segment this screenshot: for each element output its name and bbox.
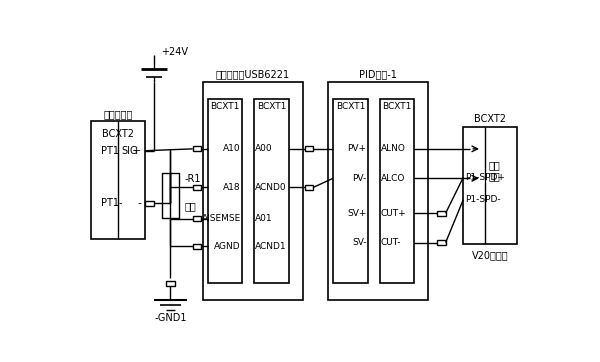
Text: PID仪表-1: PID仪表-1: [359, 69, 397, 79]
Text: -R1: -R1: [184, 174, 201, 184]
Bar: [166, 281, 175, 286]
Bar: [463, 127, 517, 244]
Bar: [437, 211, 446, 216]
Text: P1-SPD+: P1-SPD+: [466, 173, 505, 182]
Text: PV-: PV-: [352, 174, 367, 183]
Bar: [193, 216, 201, 221]
Text: SIG: SIG: [121, 146, 138, 156]
Text: P1-SPD-: P1-SPD-: [466, 195, 501, 204]
Text: A18: A18: [223, 183, 241, 192]
Text: ACND0: ACND0: [256, 183, 287, 192]
Text: SV+: SV+: [347, 209, 367, 218]
Bar: [162, 173, 179, 218]
Bar: [145, 201, 154, 206]
Text: A00: A00: [256, 144, 273, 153]
Text: BCXT1: BCXT1: [336, 102, 365, 111]
Text: 数据采集卡USB6221: 数据采集卡USB6221: [216, 69, 290, 79]
Bar: [208, 99, 242, 283]
Bar: [193, 146, 201, 151]
Bar: [203, 83, 303, 300]
Bar: [305, 185, 313, 190]
Text: SV-: SV-: [352, 238, 367, 247]
Text: 压力变送器: 压力变送器: [103, 110, 133, 119]
Text: -GND1: -GND1: [154, 313, 187, 323]
Bar: [305, 146, 313, 151]
Bar: [437, 240, 446, 245]
Bar: [91, 122, 145, 239]
Text: V20变频器: V20变频器: [472, 250, 508, 260]
Text: +24V: +24V: [161, 47, 188, 57]
Text: PV+: PV+: [347, 144, 367, 153]
Text: -: -: [137, 198, 141, 209]
Text: PT1-: PT1-: [101, 198, 122, 209]
Text: ALCO: ALCO: [381, 174, 406, 183]
Text: CUT-: CUT-: [381, 238, 401, 247]
Text: BCXT1: BCXT1: [382, 102, 412, 111]
Text: ACND1: ACND1: [256, 242, 287, 251]
Bar: [254, 99, 289, 283]
Text: CUT+: CUT+: [381, 209, 407, 218]
Bar: [333, 99, 368, 283]
Text: BCXT2: BCXT2: [474, 114, 506, 124]
Text: ALNO: ALNO: [381, 144, 406, 153]
Text: BCXT1: BCXT1: [257, 102, 286, 111]
Text: AGND: AGND: [214, 242, 241, 251]
Bar: [193, 185, 201, 190]
Text: A01: A01: [256, 214, 273, 223]
Text: 电阻: 电阻: [184, 202, 196, 211]
Text: PT1: PT1: [101, 146, 119, 156]
Bar: [380, 99, 415, 283]
Text: BCXT1: BCXT1: [210, 102, 239, 111]
Text: A10: A10: [223, 144, 241, 153]
Text: BCXT2: BCXT2: [102, 129, 134, 139]
Text: AISEMSE: AISEMSE: [202, 214, 241, 223]
Text: +: +: [131, 146, 141, 156]
Text: 报警
输出: 报警 输出: [489, 160, 500, 182]
Bar: [193, 244, 201, 249]
Bar: [328, 83, 428, 300]
